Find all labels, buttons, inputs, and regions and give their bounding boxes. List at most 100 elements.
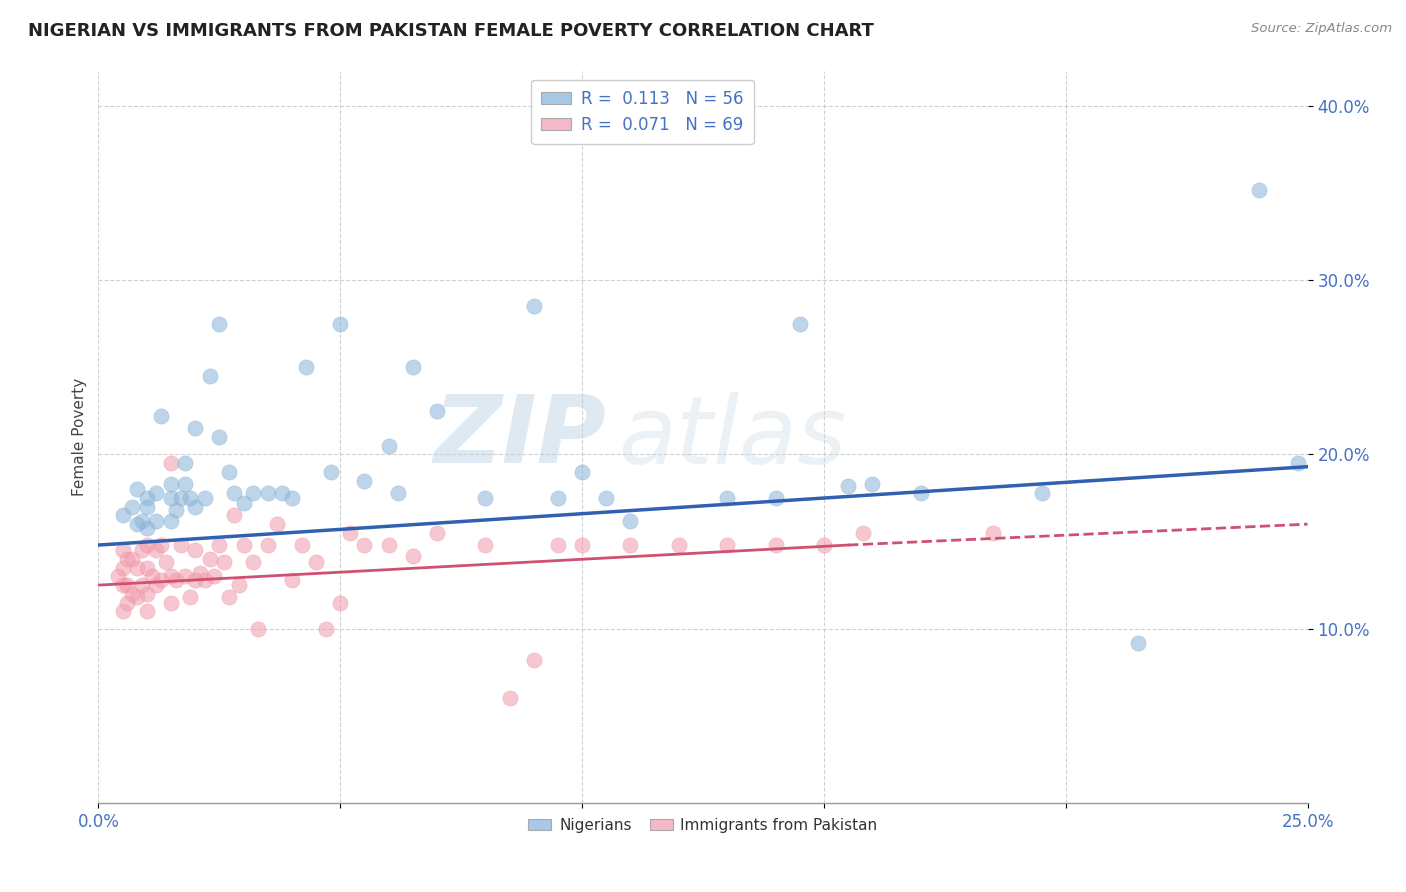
Point <box>160 456 183 470</box>
Point <box>315 622 337 636</box>
Point <box>402 360 425 375</box>
Point <box>290 538 312 552</box>
Point <box>135 587 157 601</box>
Point <box>910 485 932 500</box>
Point <box>813 538 835 552</box>
Point <box>242 556 264 570</box>
Point <box>281 573 304 587</box>
Point <box>117 595 139 609</box>
Point <box>595 491 617 505</box>
Point <box>377 538 399 552</box>
Point <box>169 491 191 505</box>
Point <box>131 543 153 558</box>
Point <box>426 404 449 418</box>
Point <box>155 556 177 570</box>
Point <box>256 538 278 552</box>
Point <box>141 569 163 583</box>
Point <box>174 456 197 470</box>
Point <box>668 538 690 552</box>
Point <box>619 538 641 552</box>
Point <box>339 525 361 540</box>
Point <box>204 569 226 583</box>
Point <box>150 573 173 587</box>
Point <box>145 485 167 500</box>
Point <box>179 491 201 505</box>
Point <box>208 538 231 552</box>
Point <box>135 521 157 535</box>
Point <box>111 560 134 574</box>
Point <box>184 543 207 558</box>
Point <box>194 573 217 587</box>
Point <box>1128 635 1150 649</box>
Point <box>194 491 217 505</box>
Point <box>121 500 143 514</box>
Point <box>184 421 207 435</box>
Point <box>716 538 738 552</box>
Point <box>426 525 449 540</box>
Point <box>160 491 183 505</box>
Point <box>619 514 641 528</box>
Point <box>160 569 183 583</box>
Point <box>179 591 201 605</box>
Point <box>121 552 143 566</box>
Point <box>212 556 235 570</box>
Point <box>150 538 173 552</box>
Point <box>135 491 157 505</box>
Point <box>319 465 342 479</box>
Point <box>127 483 149 497</box>
Text: atlas: atlas <box>619 392 846 483</box>
Text: ZIP: ZIP <box>433 391 606 483</box>
Point <box>981 525 1004 540</box>
Point <box>218 465 240 479</box>
Point <box>1031 485 1053 500</box>
Point <box>135 604 157 618</box>
Point <box>305 556 328 570</box>
Point <box>127 591 149 605</box>
Point <box>228 578 250 592</box>
Point <box>523 653 546 667</box>
Point <box>169 538 191 552</box>
Point <box>571 465 593 479</box>
Point <box>222 485 245 500</box>
Point <box>121 587 143 601</box>
Point <box>208 430 231 444</box>
Point <box>174 569 197 583</box>
Point <box>402 549 425 563</box>
Point <box>474 491 496 505</box>
Point <box>765 538 787 552</box>
Text: Source: ZipAtlas.com: Source: ZipAtlas.com <box>1251 22 1392 36</box>
Point <box>329 595 352 609</box>
Point <box>131 578 153 592</box>
Point <box>218 591 240 605</box>
Point <box>107 569 129 583</box>
Point <box>165 503 187 517</box>
Point <box>353 538 375 552</box>
Point <box>860 477 883 491</box>
Point <box>117 552 139 566</box>
Y-axis label: Female Poverty: Female Poverty <box>72 378 87 496</box>
Point <box>266 517 288 532</box>
Point <box>111 578 134 592</box>
Point <box>232 538 254 552</box>
Point <box>852 525 875 540</box>
Point <box>198 369 221 384</box>
Point <box>145 578 167 592</box>
Point <box>160 477 183 491</box>
Point <box>160 595 183 609</box>
Point <box>1249 183 1271 197</box>
Point <box>474 538 496 552</box>
Point <box>127 517 149 532</box>
Point <box>135 560 157 574</box>
Legend: Nigerians, Immigrants from Pakistan: Nigerians, Immigrants from Pakistan <box>523 812 883 839</box>
Point <box>111 508 134 523</box>
Point <box>160 514 183 528</box>
Point <box>111 543 134 558</box>
Point <box>547 538 569 552</box>
Point <box>111 604 134 618</box>
Point <box>117 578 139 592</box>
Point <box>198 552 221 566</box>
Point <box>127 560 149 574</box>
Point <box>145 514 167 528</box>
Point <box>135 538 157 552</box>
Point <box>789 317 811 331</box>
